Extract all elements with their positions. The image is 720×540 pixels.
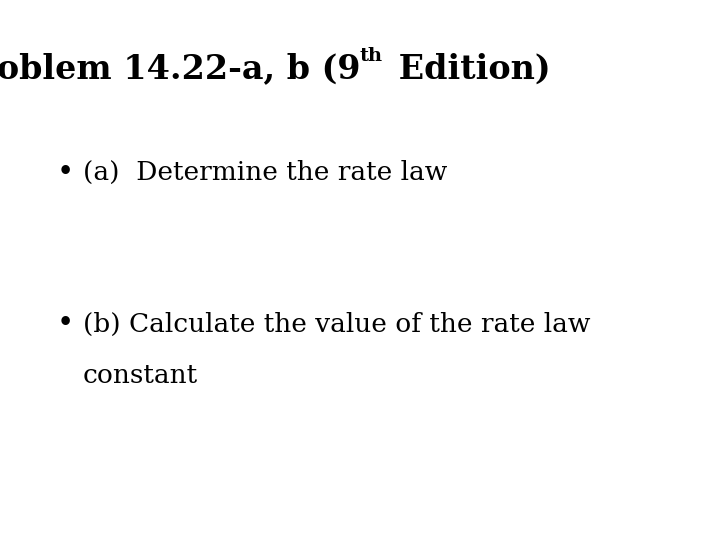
Text: (a)  Determine the rate law: (a) Determine the rate law bbox=[83, 160, 447, 185]
Text: Edition): Edition) bbox=[387, 52, 551, 85]
Text: (b) Calculate the value of the rate law: (b) Calculate the value of the rate law bbox=[83, 312, 590, 336]
Text: th: th bbox=[360, 47, 383, 65]
Text: Problem 14.22-a, b (9: Problem 14.22-a, b (9 bbox=[0, 52, 360, 85]
Text: •: • bbox=[56, 310, 73, 338]
Text: constant: constant bbox=[83, 363, 198, 388]
Text: •: • bbox=[56, 159, 73, 187]
